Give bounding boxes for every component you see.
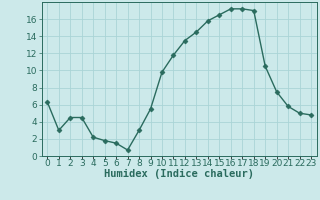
X-axis label: Humidex (Indice chaleur): Humidex (Indice chaleur)	[104, 169, 254, 179]
